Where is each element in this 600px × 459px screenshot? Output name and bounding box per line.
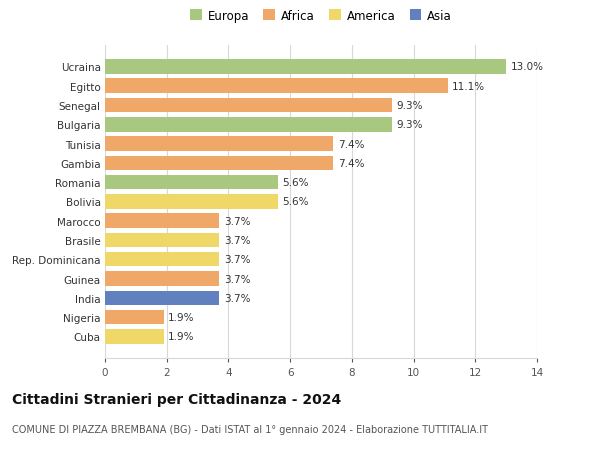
- Bar: [105, 214, 219, 229]
- Text: 9.3%: 9.3%: [397, 120, 423, 130]
- Bar: [105, 233, 219, 248]
- Text: 1.9%: 1.9%: [168, 313, 195, 322]
- Text: 7.4%: 7.4%: [338, 139, 364, 149]
- Bar: [105, 118, 392, 132]
- Bar: [105, 137, 334, 151]
- Bar: [105, 330, 164, 344]
- Text: 3.7%: 3.7%: [224, 293, 250, 303]
- Text: 5.6%: 5.6%: [283, 197, 309, 207]
- Text: 13.0%: 13.0%: [511, 62, 544, 72]
- Text: COMUNE DI PIAZZA BREMBANA (BG) - Dati ISTAT al 1° gennaio 2024 - Elaborazione TU: COMUNE DI PIAZZA BREMBANA (BG) - Dati IS…: [12, 425, 488, 435]
- Bar: [105, 156, 334, 171]
- Text: 3.7%: 3.7%: [224, 274, 250, 284]
- Text: 5.6%: 5.6%: [283, 178, 309, 188]
- Bar: [105, 252, 219, 267]
- Bar: [105, 195, 278, 209]
- Text: 1.9%: 1.9%: [168, 332, 195, 341]
- Text: Cittadini Stranieri per Cittadinanza - 2024: Cittadini Stranieri per Cittadinanza - 2…: [12, 392, 341, 406]
- Legend: Europa, Africa, America, Asia: Europa, Africa, America, Asia: [185, 5, 457, 28]
- Text: 3.7%: 3.7%: [224, 216, 250, 226]
- Text: 9.3%: 9.3%: [397, 101, 423, 111]
- Bar: [105, 60, 506, 74]
- Text: 7.4%: 7.4%: [338, 158, 364, 168]
- Bar: [105, 272, 219, 286]
- Bar: [105, 175, 278, 190]
- Text: 3.7%: 3.7%: [224, 255, 250, 265]
- Bar: [105, 310, 164, 325]
- Bar: [105, 79, 448, 94]
- Bar: [105, 99, 392, 113]
- Text: 3.7%: 3.7%: [224, 235, 250, 246]
- Bar: [105, 291, 219, 305]
- Text: 11.1%: 11.1%: [452, 82, 485, 91]
